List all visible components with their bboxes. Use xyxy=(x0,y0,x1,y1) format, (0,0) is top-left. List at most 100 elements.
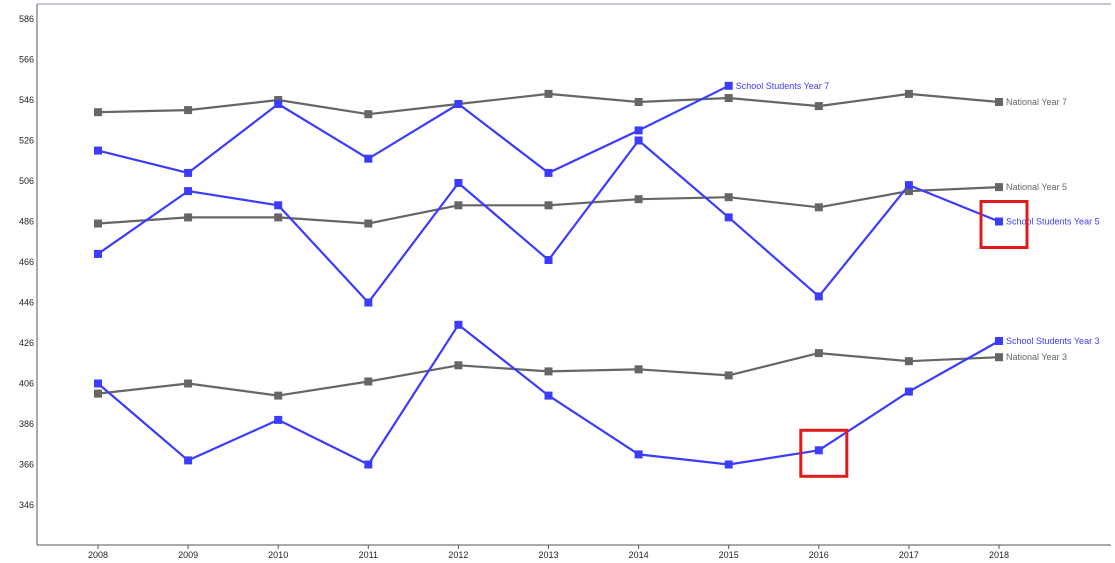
data-point xyxy=(274,213,283,222)
data-point xyxy=(634,195,643,204)
data-point xyxy=(724,193,733,202)
data-point xyxy=(724,460,733,469)
data-point xyxy=(814,203,823,212)
data-point xyxy=(814,446,823,455)
highlight-box xyxy=(979,200,1029,249)
data-point xyxy=(995,353,1003,362)
data-point xyxy=(454,201,463,210)
data-point xyxy=(904,187,913,196)
data-point xyxy=(364,219,373,228)
data-point xyxy=(544,89,553,98)
x-tick-label: 2016 xyxy=(809,550,829,560)
data-point xyxy=(274,391,283,400)
data-point xyxy=(634,136,643,145)
data-point xyxy=(995,98,1003,106)
data-point xyxy=(544,201,553,210)
data-point xyxy=(814,292,823,301)
data-point xyxy=(364,377,373,386)
x-tick-label: 2014 xyxy=(629,550,649,560)
series-label: National Year 3 xyxy=(1006,352,1067,362)
x-tick-label: 2018 xyxy=(989,550,1009,560)
data-point xyxy=(454,320,463,329)
data-point xyxy=(544,168,553,177)
y-tick-label: 546 xyxy=(19,95,34,105)
data-point xyxy=(364,154,373,163)
data-point xyxy=(724,213,733,222)
data-point xyxy=(94,249,102,258)
y-tick-label: 506 xyxy=(19,176,34,186)
data-point xyxy=(364,460,373,469)
data-point xyxy=(454,361,463,370)
data-point xyxy=(454,179,463,187)
highlight-boxes xyxy=(799,200,1029,478)
data-point xyxy=(94,379,102,388)
data-point xyxy=(814,102,823,111)
data-point xyxy=(184,106,193,115)
series-markers xyxy=(94,81,1003,469)
x-tick-label: 2012 xyxy=(448,550,468,560)
axes: 346 366 386 406 426 446 466 486 506 526 546 566 586 2… xyxy=(19,3,1111,560)
series-labels: School Students Year 7 National Year 7 Nat… xyxy=(736,81,1100,362)
data-point xyxy=(995,183,1003,192)
data-point xyxy=(94,389,102,398)
x-tick-label: 2008 xyxy=(88,550,108,560)
x-tick-label: 2011 xyxy=(359,550,378,560)
data-point xyxy=(634,98,643,106)
data-point xyxy=(814,349,823,358)
series-label: School Students Year 3 xyxy=(1006,336,1100,346)
data-point xyxy=(904,89,913,98)
y-tick-label: 366 xyxy=(19,460,34,470)
y-tick-label: 346 xyxy=(19,500,34,510)
data-point xyxy=(274,415,283,424)
x-tick-label: 2013 xyxy=(538,550,558,560)
data-point xyxy=(364,298,373,307)
data-point xyxy=(184,213,193,222)
y-tick-label: 466 xyxy=(19,257,34,267)
data-point xyxy=(274,100,283,108)
data-point xyxy=(995,217,1003,226)
data-point xyxy=(724,94,733,102)
series-line xyxy=(97,84,730,174)
data-point xyxy=(634,365,643,374)
data-point xyxy=(634,450,643,459)
y-tick-label: 586 xyxy=(19,14,34,24)
highlight-box xyxy=(799,428,849,478)
data-point xyxy=(364,110,373,119)
series-label: National Year 5 xyxy=(1006,182,1067,192)
y-tick-label: 446 xyxy=(19,298,34,308)
data-point xyxy=(724,371,733,380)
data-point xyxy=(184,456,193,465)
y-tick-label: 566 xyxy=(19,55,34,65)
data-point xyxy=(94,219,102,228)
data-point xyxy=(94,146,102,155)
y-tick-label: 406 xyxy=(19,379,34,389)
series-label: School Students Year 7 xyxy=(736,81,830,91)
x-tick-label: 2009 xyxy=(178,550,198,560)
data-point xyxy=(634,126,643,135)
data-point xyxy=(184,187,193,196)
y-tick-label: 526 xyxy=(19,136,34,146)
data-point xyxy=(904,387,913,396)
x-tick-label: 2010 xyxy=(268,550,288,560)
data-point xyxy=(724,81,733,90)
data-point xyxy=(904,357,913,366)
data-point xyxy=(544,367,553,376)
x-tick-label: 2017 xyxy=(899,550,919,560)
series-label: National Year 7 xyxy=(1006,97,1067,107)
series-label: School Students Year 5 xyxy=(1006,217,1100,227)
data-point xyxy=(454,100,463,108)
y-tick-label: 386 xyxy=(19,419,34,429)
data-point xyxy=(544,256,553,264)
data-point xyxy=(184,168,193,177)
data-point xyxy=(94,108,102,117)
x-tick-label: 2015 xyxy=(719,550,739,560)
data-point xyxy=(544,391,553,400)
data-point xyxy=(184,379,193,388)
data-point xyxy=(995,337,1003,345)
y-tick-label: 486 xyxy=(19,217,34,227)
y-tick-label: 426 xyxy=(19,338,34,348)
data-point xyxy=(904,181,913,190)
